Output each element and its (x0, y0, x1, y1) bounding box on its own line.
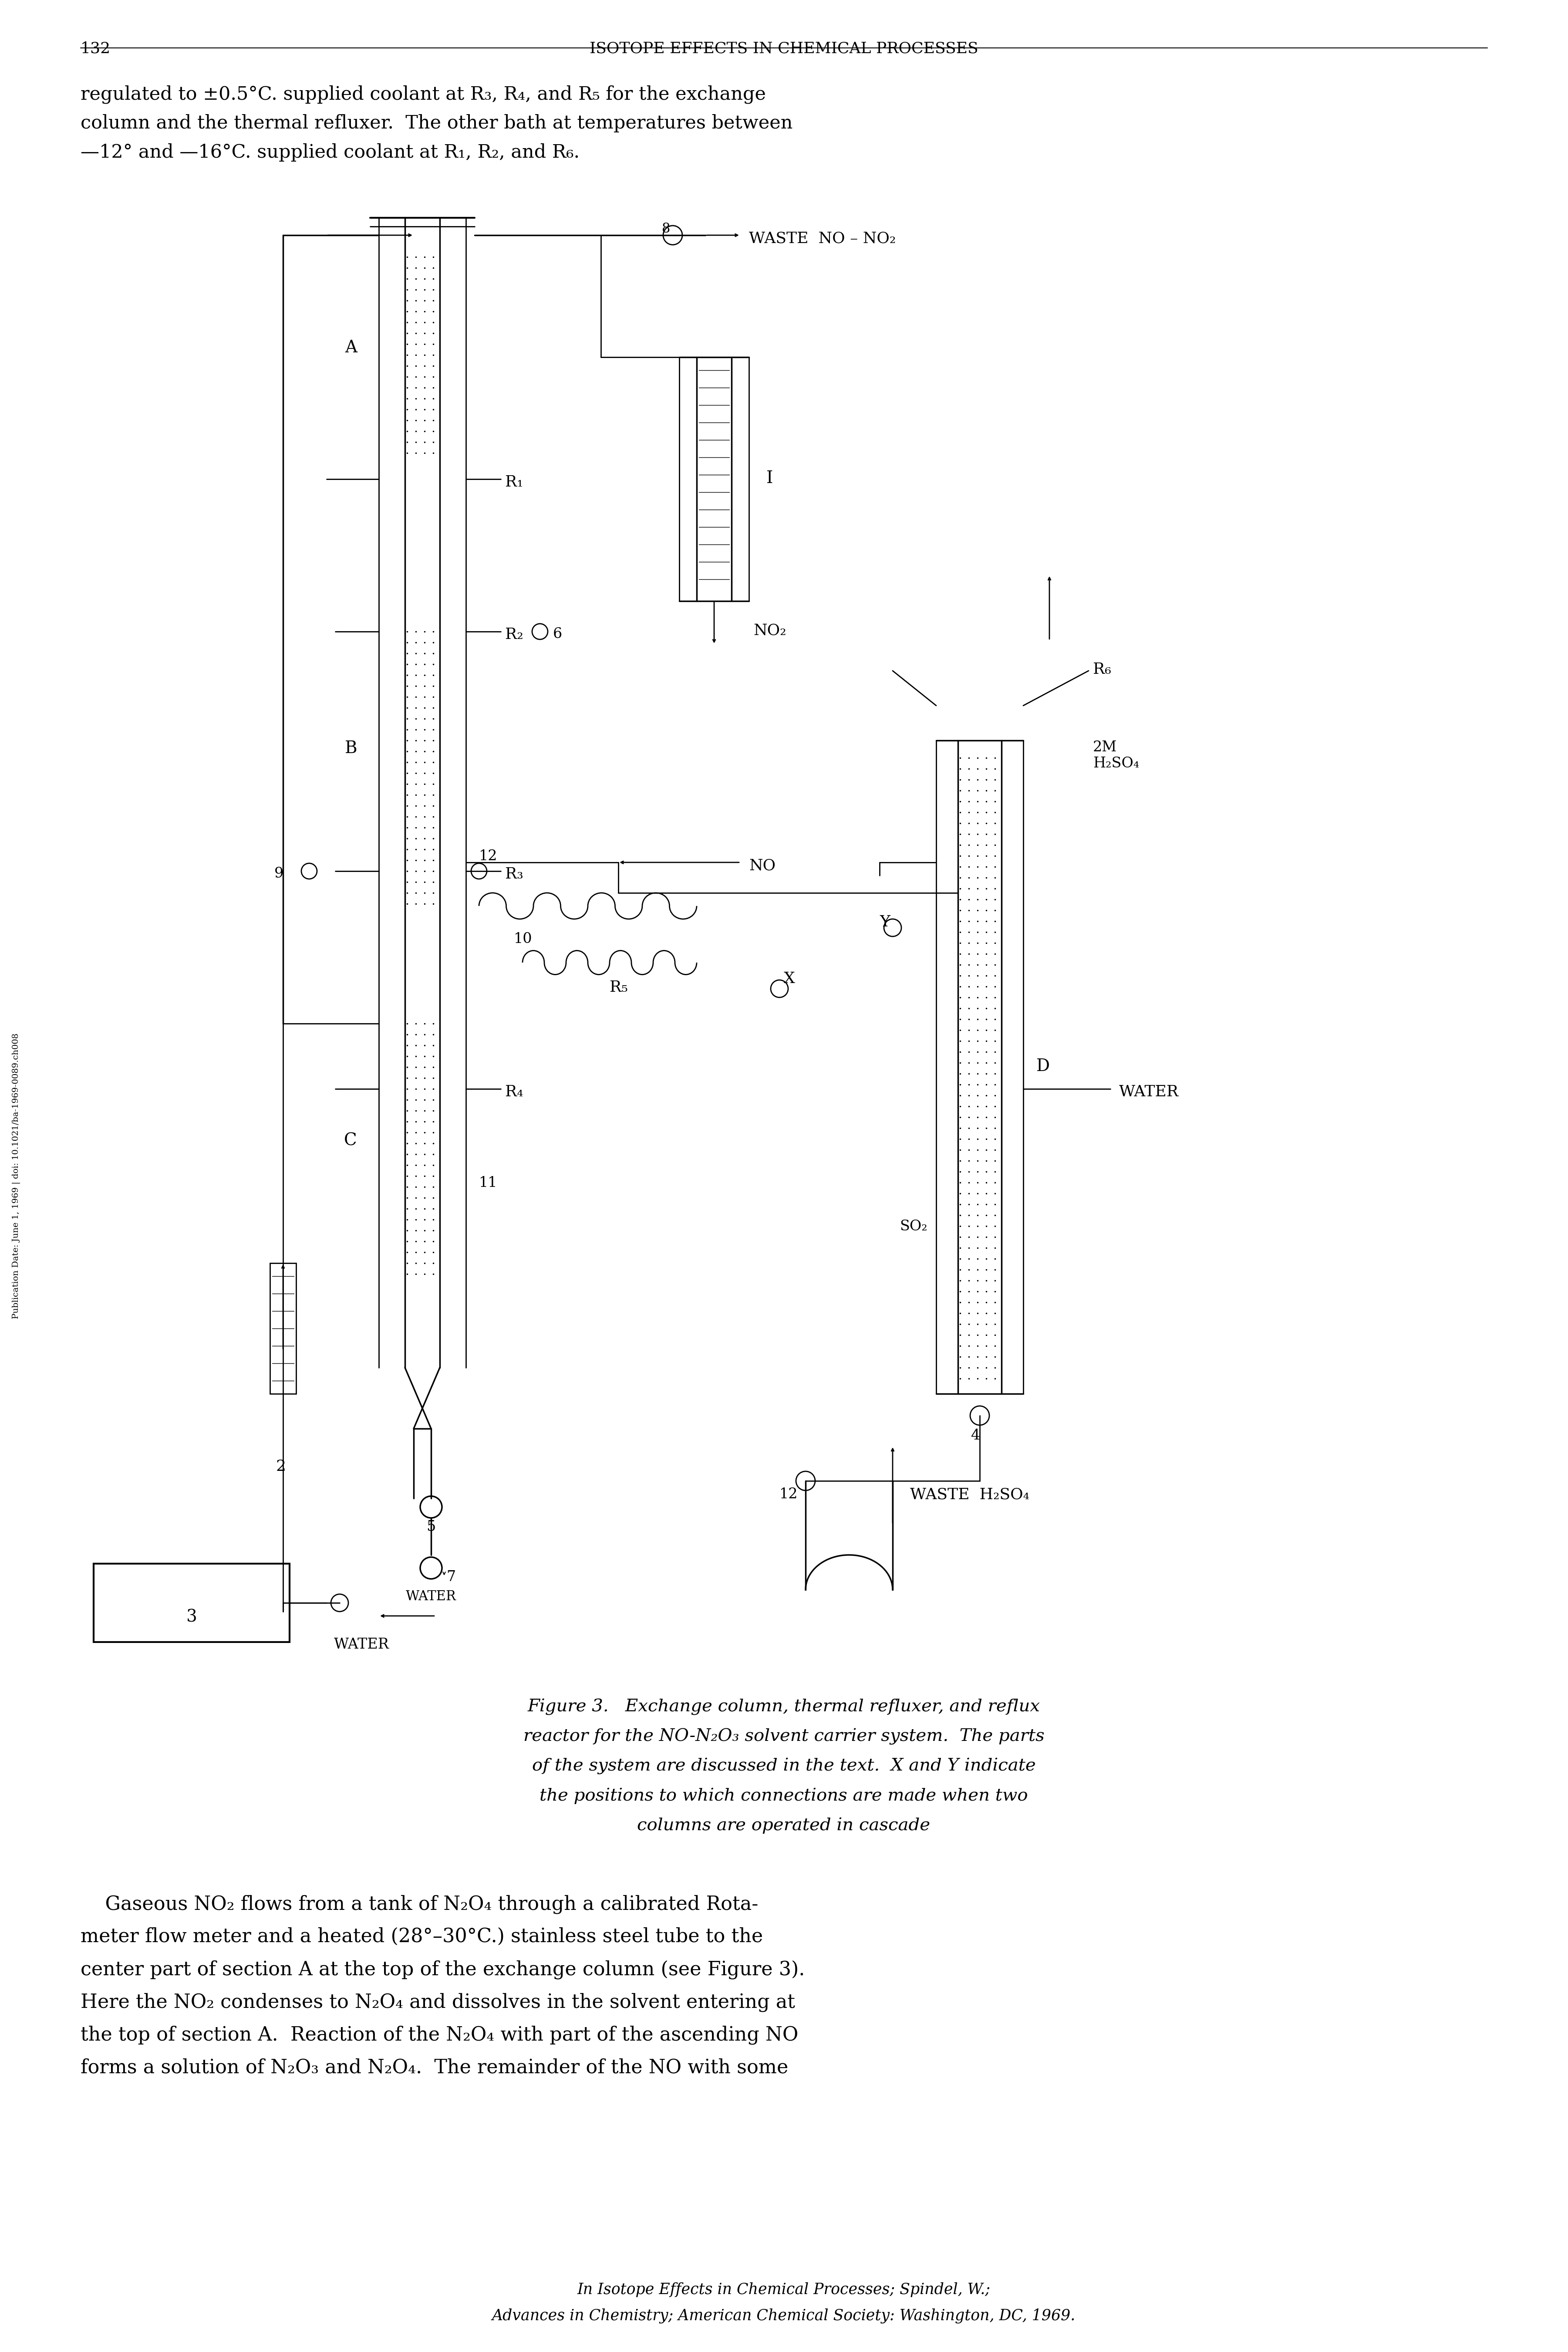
Text: the positions to which connections are made when two: the positions to which connections are m… (539, 1788, 1029, 1804)
Text: 9: 9 (274, 868, 284, 880)
Text: 6: 6 (554, 628, 563, 642)
Text: WATER: WATER (334, 1637, 389, 1651)
Text: of the system are discussed in the text.  X and Y indicate: of the system are discussed in the text.… (532, 1757, 1035, 1773)
Text: 4: 4 (971, 1428, 980, 1442)
Text: 12: 12 (779, 1486, 798, 1501)
Text: R₄: R₄ (505, 1084, 524, 1098)
Text: WATER: WATER (406, 1590, 456, 1604)
Text: C: C (343, 1131, 358, 1148)
Text: reactor for the NO-N₂O₃ solvent carrier system.  The parts: reactor for the NO-N₂O₃ solvent carrier … (524, 1729, 1044, 1745)
Text: regulated to ±0.5°C. supplied coolant at R₃, R₄, and R₅ for the exchange: regulated to ±0.5°C. supplied coolant at… (80, 85, 765, 103)
Text: X: X (784, 971, 795, 985)
Text: R₅: R₅ (610, 981, 627, 995)
Text: R₁: R₁ (505, 475, 524, 489)
Text: NO₂: NO₂ (753, 623, 786, 637)
Text: 12: 12 (478, 849, 497, 863)
Text: forms a solution of N₂O₃ and N₂O₄.  The remainder of the NO with some: forms a solution of N₂O₃ and N₂O₄. The r… (80, 2058, 789, 2077)
Text: center part of section A at the top of the exchange column (see Figure 3).: center part of section A at the top of t… (80, 1959, 804, 1978)
Text: SO₂: SO₂ (900, 1221, 928, 1232)
Text: R₃: R₃ (505, 868, 524, 882)
Text: R₆: R₆ (1093, 661, 1112, 677)
Text: WASTE  H₂SO₄: WASTE H₂SO₄ (909, 1486, 1029, 1503)
Text: columns are operated in cascade: columns are operated in cascade (637, 1818, 930, 1835)
Text: WATER: WATER (1120, 1084, 1179, 1098)
Text: 5: 5 (426, 1519, 436, 1534)
Text: I: I (767, 470, 773, 487)
Text: column and the thermal refluxer.  The other bath at temperatures between: column and the thermal refluxer. The oth… (80, 115, 793, 132)
Text: 2M
H₂SO₄: 2M H₂SO₄ (1093, 741, 1140, 771)
Text: R₂: R₂ (505, 628, 524, 642)
Text: meter flow meter and a heated (28°–30°C.) stainless steel tube to the: meter flow meter and a heated (28°–30°C.… (80, 1926, 764, 1945)
Text: 10: 10 (514, 931, 533, 946)
Text: Figure 3.   Exchange column, thermal refluxer, and reflux: Figure 3. Exchange column, thermal reflu… (527, 1698, 1040, 1715)
Text: 2: 2 (276, 1458, 285, 1475)
Text: ISOTOPE EFFECTS IN CHEMICAL PROCESSES: ISOTOPE EFFECTS IN CHEMICAL PROCESSES (590, 42, 978, 56)
Text: 11: 11 (478, 1176, 497, 1190)
Text: WASTE  NO – NO₂: WASTE NO – NO₂ (750, 230, 895, 245)
Text: 7: 7 (447, 1571, 456, 1585)
Text: D: D (1036, 1058, 1051, 1075)
Bar (270, 1263, 296, 1395)
Text: NO: NO (750, 858, 776, 873)
Text: 132: 132 (80, 42, 111, 56)
Text: A: A (345, 339, 358, 355)
Text: Here the NO₂ condenses to N₂O₄ and dissolves in the solvent entering at: Here the NO₂ condenses to N₂O₄ and disso… (80, 1992, 795, 2011)
Text: —12° and —16°C. supplied coolant at R₁, R₂, and R₆.: —12° and —16°C. supplied coolant at R₁, … (80, 143, 580, 162)
Text: 3: 3 (187, 1609, 198, 1625)
Text: the top of section A.  Reaction of the N₂O₄ with part of the ascending NO: the top of section A. Reaction of the N₂… (80, 2025, 798, 2044)
Text: B: B (345, 741, 358, 757)
Text: In Isotope Effects in Chemical Processes; Spindel, W.;: In Isotope Effects in Chemical Processes… (577, 2281, 991, 2298)
Text: Advances in Chemistry; American Chemical Society: Washington, DC, 1969.: Advances in Chemistry; American Chemical… (492, 2307, 1076, 2324)
Text: 8: 8 (662, 221, 671, 235)
Bar (94, 1564, 290, 1642)
Text: Publication Date: June 1, 1969 | doi: 10.1021/ba-1969-0089.ch008: Publication Date: June 1, 1969 | doi: 10… (13, 1033, 20, 1319)
Text: Y: Y (880, 915, 891, 929)
Text: Gaseous NO₂ flows from a tank of N₂O₄ through a calibrated Rota-: Gaseous NO₂ flows from a tank of N₂O₄ th… (80, 1896, 759, 1915)
